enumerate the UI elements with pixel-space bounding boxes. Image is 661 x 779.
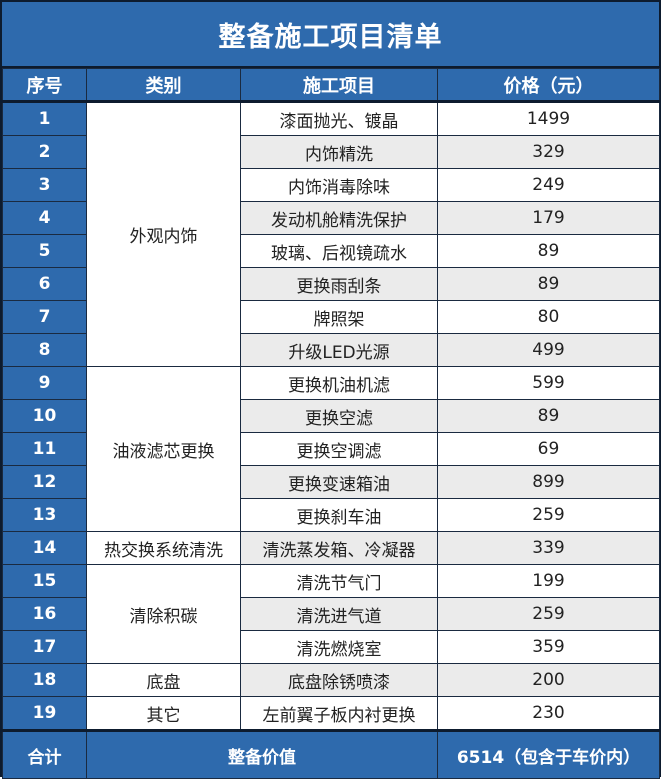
row-seq: 19 [2,696,87,731]
row-item: 底盘除锈喷漆 [240,663,438,697]
table-row: 2 内饰精洗 329 [2,135,660,169]
row-price: 249 [437,168,660,202]
row-item: 更换空滤 [240,399,438,433]
row-price: 230 [437,696,660,731]
row-item: 升级LED光源 [240,333,438,367]
table-row: 5 玻璃、后视镜疏水 89 [2,234,660,268]
row-seq: 9 [2,366,87,400]
row-item: 左前翼子板内衬更换 [240,696,438,731]
row-price: 329 [437,135,660,169]
table-row: 13 更换刹车油 259 [2,498,660,532]
page-title: 整备施工项目清单 [2,2,659,68]
table-row: 10 更换空滤 89 [2,399,660,433]
row-category: 其它 [86,696,241,731]
row-seq: 13 [2,498,87,532]
row-item: 内饰消毒除味 [240,168,438,202]
row-item: 内饰精洗 [240,135,438,169]
row-seq: 18 [2,663,87,697]
table-row: 15 清除积碳 清洗节气门 199 [2,564,660,664]
header-row: 序号 类别 施工项目 价格（元） [2,68,660,103]
row-seq: 8 [2,333,87,367]
row-seq: 2 [2,135,87,169]
row-item: 玻璃、后视镜疏水 [240,234,438,268]
footer-value-label: 整备价值 [86,729,438,779]
row-item: 清洗燃烧室 [240,630,438,664]
row-category: 清除积碳 [86,564,241,664]
row-price: 80 [437,300,660,334]
row-category: 底盘 [86,663,241,697]
row-item: 清洗节气门 [240,564,438,598]
header-category: 类别 [86,68,241,103]
row-item: 漆面抛光、镀晶 [240,101,438,136]
row-item: 更换机油机滤 [240,366,438,400]
table-row: 8 升级LED光源 499 [2,333,660,367]
checklist-table: 序号 类别 施工项目 价格（元） 1 外观内饰 漆面抛光、镀晶 1499 2 内饰精洗 32… [2,68,660,779]
row-price: 359 [437,630,660,664]
table-row: 9 油液滤芯更换 更换机油机滤 599 [2,366,660,532]
row-price: 199 [437,564,660,598]
row-seq: 16 [2,597,87,631]
table-row: 7 牌照架 80 [2,300,660,334]
row-item: 牌照架 [240,300,438,334]
row-price: 89 [437,399,660,433]
row-price: 599 [437,366,660,400]
row-category: 热交换系统清洗 [86,531,241,565]
table-row: 14 热交换系统清洗 清洗蒸发箱、冷凝器 339 [2,531,660,565]
table-row: 16 清洗进气道 259 [2,597,660,631]
footer-row: 合计 整备价值 6514（包含于车价内） [2,729,660,779]
footer-total: 6514（包含于车价内） [437,729,660,779]
row-price: 89 [437,234,660,268]
row-price: 259 [437,597,660,631]
row-item: 更换刹车油 [240,498,438,532]
row-seq: 17 [2,630,87,664]
table-row: 17 清洗燃烧室 359 [2,630,660,664]
row-item: 清洗进气道 [240,597,438,631]
table-row: 12 更换变速箱油 899 [2,465,660,499]
table-row: 19 其它 左前翼子板内衬更换 230 [2,696,660,731]
row-seq: 3 [2,168,87,202]
header-item: 施工项目 [240,68,438,103]
table-row: 3 内饰消毒除味 249 [2,168,660,202]
row-seq: 10 [2,399,87,433]
row-price: 339 [437,531,660,565]
table-row: 11 更换空调滤 69 [2,432,660,466]
row-price: 499 [437,333,660,367]
row-price: 1499 [437,101,660,136]
table-row: 1 外观内饰 漆面抛光、镀晶 1499 [2,101,660,367]
row-item: 更换变速箱油 [240,465,438,499]
row-seq: 15 [2,564,87,598]
row-seq: 12 [2,465,87,499]
row-seq: 1 [2,101,87,136]
row-price: 179 [437,201,660,235]
row-seq: 5 [2,234,87,268]
row-price: 69 [437,432,660,466]
header-price: 价格（元） [437,68,660,103]
header-seq: 序号 [2,68,87,103]
row-item: 清洗蒸发箱、冷凝器 [240,531,438,565]
row-seq: 4 [2,201,87,235]
row-seq: 11 [2,432,87,466]
row-category: 油液滤芯更换 [86,366,241,532]
row-price: 899 [437,465,660,499]
row-seq: 14 [2,531,87,565]
row-item: 更换空调滤 [240,432,438,466]
table-row: 18 底盘 底盘除锈喷漆 200 [2,663,660,697]
row-price: 89 [437,267,660,301]
table-body: 1 外观内饰 漆面抛光、镀晶 1499 2 内饰精洗 329 3 内饰消毒除味 249 4 发动机舱精… [2,101,660,731]
footer-label: 合计 [2,729,87,779]
row-price: 200 [437,663,660,697]
row-price: 259 [437,498,660,532]
row-seq: 7 [2,300,87,334]
row-category: 外观内饰 [86,101,241,367]
row-item: 更换雨刮条 [240,267,438,301]
row-item: 发动机舱精洗保护 [240,201,438,235]
row-seq: 6 [2,267,87,301]
table-row: 4 发动机舱精洗保护 179 [2,201,660,235]
